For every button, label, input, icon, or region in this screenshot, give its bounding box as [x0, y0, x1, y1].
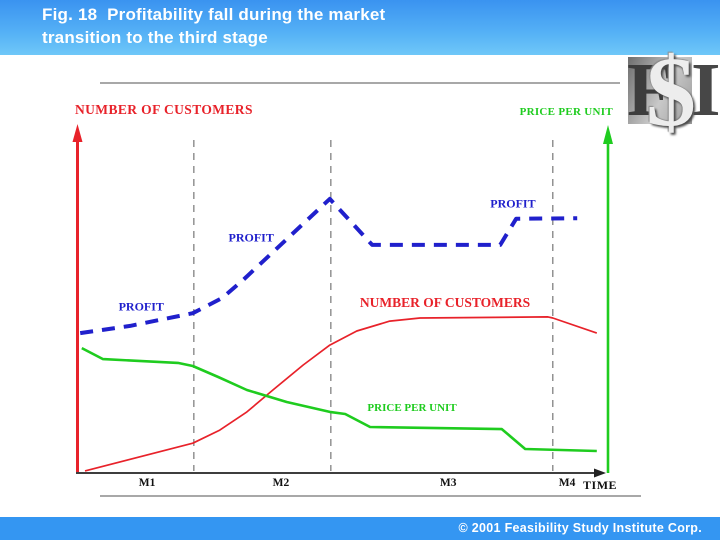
right-axis-arrow-icon	[603, 125, 613, 144]
fsi-logo-block	[628, 57, 692, 124]
annotation-profit: PROFIT	[490, 196, 536, 211]
top-divider-rule	[100, 82, 620, 84]
right-axis-title: PRICE PER UNIT	[519, 106, 613, 118]
fsi-logo-letter-f: F	[627, 48, 674, 132]
annotation-number-of-customers: NUMBER OF CUSTOMERS	[359, 294, 531, 310]
data-series	[79, 196, 598, 472]
fsi-logo-letter-i: I	[691, 48, 720, 132]
slide-footer: © 2001 Feasibility Study Institute Corp.	[0, 517, 720, 540]
series-number-of-customers	[84, 316, 598, 472]
time-axis-arrow-icon	[594, 468, 606, 478]
time-axis-label: TIME	[583, 478, 618, 492]
annotation-profit: PROFIT	[118, 299, 164, 314]
series-price-per-unit	[81, 346, 597, 453]
x-tick-m4: M4	[558, 477, 576, 489]
annotation-price-per-unit: PRICE PER UNIT	[367, 401, 457, 414]
annotation-profit: PROFIT	[228, 230, 274, 245]
x-tick-m3: M3	[439, 477, 457, 489]
slide-title-line2: transition to the third stage	[42, 28, 268, 47]
slide-header: Fig. 18 Profitability fall during the ma…	[0, 0, 720, 55]
fsi-logo-dollar-icon: $	[646, 36, 696, 147]
left-axis-title: NUMBER OF CUSTOMERS	[75, 102, 253, 117]
x-tick-m2: M2	[272, 477, 290, 489]
x-tick-m1: M1	[138, 477, 156, 489]
copyright-text: © 2001 Feasibility Study Institute Corp.	[458, 521, 702, 535]
left-axis-arrow-icon	[72, 124, 83, 142]
fsi-logo: F $ I	[625, 42, 720, 144]
slide-title-line1: Fig. 18 Profitability fall during the ma…	[42, 5, 386, 24]
stage-dividers	[193, 140, 554, 471]
bottom-divider-rule	[100, 495, 641, 497]
